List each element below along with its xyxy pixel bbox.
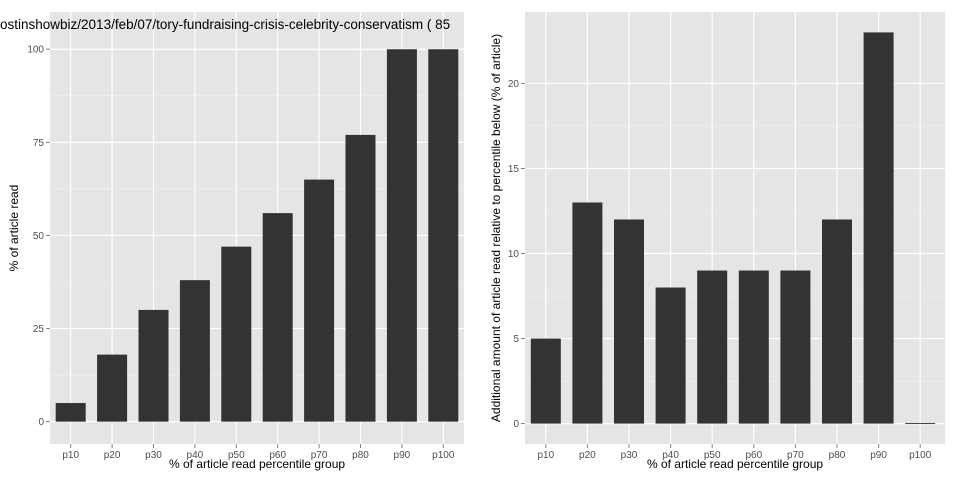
chart-1-x-tick-label: p30 xyxy=(145,450,162,461)
chart-2-x-axis-title: % of article read percentile group xyxy=(647,457,823,471)
chart-2-bar-p40 xyxy=(655,287,686,424)
chart-2-x-tick-label: p80 xyxy=(829,450,846,461)
chart-1-bar-p80 xyxy=(345,134,376,422)
chart-2-x-tick-label: p70 xyxy=(787,450,804,461)
chart-1-bar-p30 xyxy=(138,309,169,422)
chart-1-x-axis-title: % of article read percentile group xyxy=(169,457,345,471)
chart-1-bar-p60 xyxy=(262,213,293,422)
chart-2-x-tick-label: p10 xyxy=(537,450,554,461)
chart-2-y-tick-label: 15 xyxy=(508,164,520,175)
chart-2-y-tick-label: 0 xyxy=(513,419,519,430)
chart-1-bar-p10 xyxy=(55,403,86,422)
chart-1-bar-p20 xyxy=(97,354,128,422)
chart-2-group: 0 5 10 15 20 p10 p20 p30 p40 p50 p60 p70 p80 p90 p100%… xyxy=(489,12,945,471)
chart-1-x-tick-label: p100 xyxy=(432,450,455,461)
chart-1-y-tick-label: 25 xyxy=(33,324,45,335)
chart-1-x-tick-label: p10 xyxy=(62,450,79,461)
chart-1-title: ostinshowbiz/2013/feb/07/tory-fundraisin… xyxy=(0,17,450,32)
chart-2-x-tick-label: p50 xyxy=(704,450,721,461)
chart-1-bar-p90 xyxy=(386,49,417,422)
chart-1-x-tick-label: p90 xyxy=(394,450,411,461)
chart-2-bar-p90 xyxy=(863,32,894,424)
chart-2-y-tick-label: 5 xyxy=(513,334,519,345)
chart-2-x-tick-label: p100 xyxy=(909,450,932,461)
chart-2-x-tick-label: p60 xyxy=(745,450,762,461)
chart-2-x-tick-label: p90 xyxy=(870,450,887,461)
chart-1-x-tick-label: p50 xyxy=(228,450,245,461)
chart-1-bar-p40 xyxy=(179,280,210,422)
chart-2-bar-p20 xyxy=(572,202,603,424)
chart-1-x-tick-label: p70 xyxy=(311,450,328,461)
chart-1-x-tick-label: p80 xyxy=(352,450,369,461)
chart-2-y-tick-label: 20 xyxy=(508,79,520,90)
chart-1-y-tick-label: 75 xyxy=(33,138,45,149)
chart-1-x-tick-label: p60 xyxy=(269,450,286,461)
chart-2-bar-p60 xyxy=(738,270,769,424)
chart-1-bar-p70 xyxy=(304,179,335,422)
chart-1-x-tick-label: p20 xyxy=(104,450,121,461)
chart-1-group: 0 25 50 75 100 p10 p20 p30 p40 p50 p60 p70 p80 p90 p10… xyxy=(0,12,464,471)
chart-1-y-tick-label: 100 xyxy=(27,45,44,56)
chart-1-bar-p50 xyxy=(221,246,252,422)
chart-1-y-tick-label: 0 xyxy=(38,417,44,428)
chart-2-x-tick-label: p20 xyxy=(579,450,596,461)
chart-2-bar-p80 xyxy=(822,219,852,424)
chart-1-y-tick-label: 50 xyxy=(33,231,45,242)
chart-2-y-tick-label: 10 xyxy=(508,249,520,260)
chart-2-bar-p70 xyxy=(780,270,811,424)
chart-2-y-axis-title: Additional amount of article read relati… xyxy=(489,34,503,422)
chart-1-x-tick-label: p40 xyxy=(187,450,204,461)
chart-2-bar-p50 xyxy=(697,270,728,424)
chart-2-x-tick-label: p30 xyxy=(621,450,638,461)
chart-1-bar-p100 xyxy=(428,49,459,422)
chart-2-x-tick-label: p40 xyxy=(662,450,679,461)
chart-1-y-axis-title: % of article read xyxy=(7,185,21,272)
chart-2-bar-p30 xyxy=(614,219,644,424)
chart-2-bar-p10 xyxy=(530,338,561,424)
chart-2-bar-p100 xyxy=(905,423,936,424)
